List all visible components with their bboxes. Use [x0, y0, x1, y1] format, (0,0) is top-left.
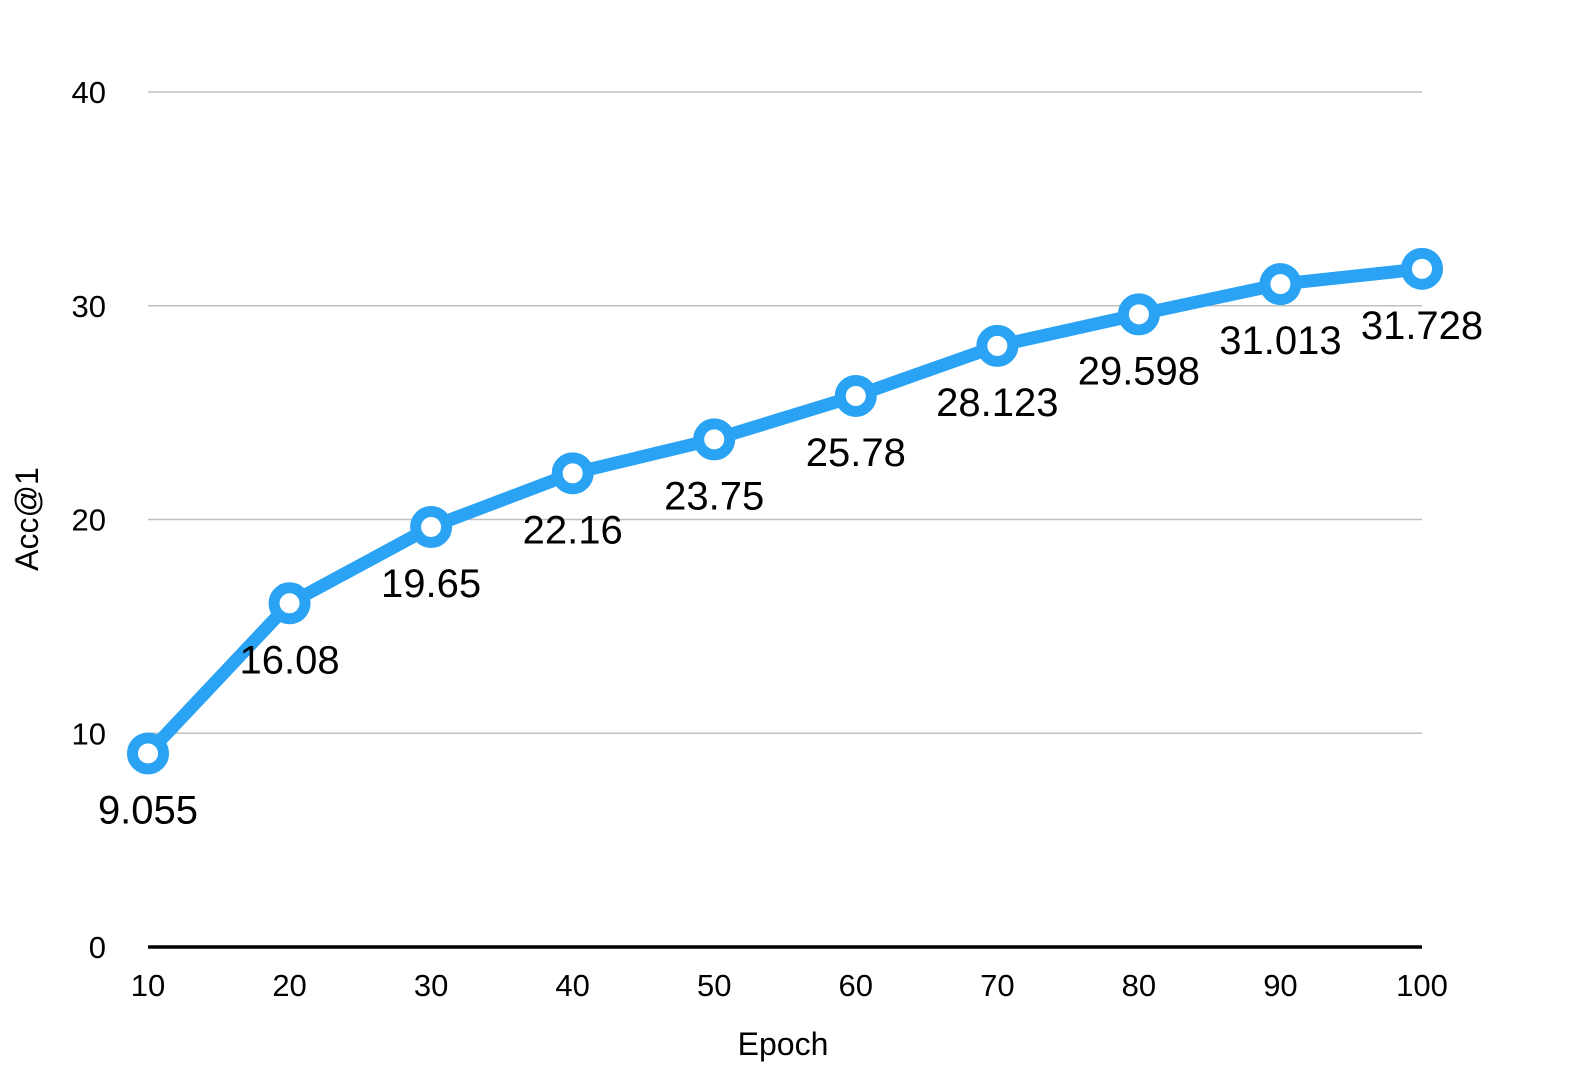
data-point	[834, 374, 877, 417]
y-tick-label: 10	[72, 716, 106, 751]
data-point	[693, 418, 736, 461]
x-tick-label: 70	[980, 968, 1014, 1003]
series-polyline	[141, 262, 1429, 760]
grid-lines	[148, 91, 1422, 949]
x-tick-label: 90	[1263, 968, 1297, 1003]
x-tick-label: 30	[414, 968, 448, 1003]
data-label: 29.598	[1078, 349, 1200, 393]
data-label: 16.08	[240, 638, 340, 682]
x-tick-label: 40	[555, 968, 589, 1003]
x-tick-label: 60	[839, 968, 873, 1003]
data-point	[1259, 263, 1302, 306]
x-axis-title: Epoch	[738, 1026, 829, 1062]
x-tick-label: 100	[1396, 968, 1448, 1003]
y-tick-label: 30	[72, 289, 106, 324]
data-label: 31.728	[1361, 304, 1483, 348]
y-tick-label: 0	[89, 930, 106, 965]
data-label: 23.75	[664, 474, 764, 518]
data-point	[976, 324, 1019, 367]
data-points	[127, 247, 1443, 775]
data-label: 25.78	[806, 431, 906, 475]
x-axis-tick-labels: 10 20 30 40 50 60 70 80 90 100	[131, 968, 1448, 1003]
y-axis-tick-labels: 0 10 20 30 40	[72, 75, 106, 965]
y-tick-label: 20	[72, 503, 106, 538]
data-point	[410, 505, 453, 548]
data-label: 22.16	[523, 508, 623, 552]
x-tick-label: 80	[1122, 968, 1156, 1003]
data-point	[551, 452, 594, 495]
y-axis-title: Acc@1	[9, 467, 45, 571]
data-label: 31.013	[1219, 319, 1341, 363]
x-tick-label: 20	[272, 968, 306, 1003]
data-point	[1401, 247, 1443, 290]
data-labels: 9.055 16.08 19.65 22.16 23.75 25.78 28.123 29.5…	[98, 304, 1483, 833]
x-tick-label: 50	[697, 968, 731, 1003]
data-label: 19.65	[381, 562, 481, 606]
y-tick-label: 40	[72, 75, 106, 110]
x-tick-label: 10	[131, 968, 165, 1003]
data-point	[127, 732, 169, 775]
data-label: 9.055	[98, 788, 198, 832]
data-point	[268, 582, 311, 625]
data-point	[1117, 293, 1160, 336]
data-label: 28.123	[936, 381, 1058, 425]
series-line	[141, 262, 1429, 760]
